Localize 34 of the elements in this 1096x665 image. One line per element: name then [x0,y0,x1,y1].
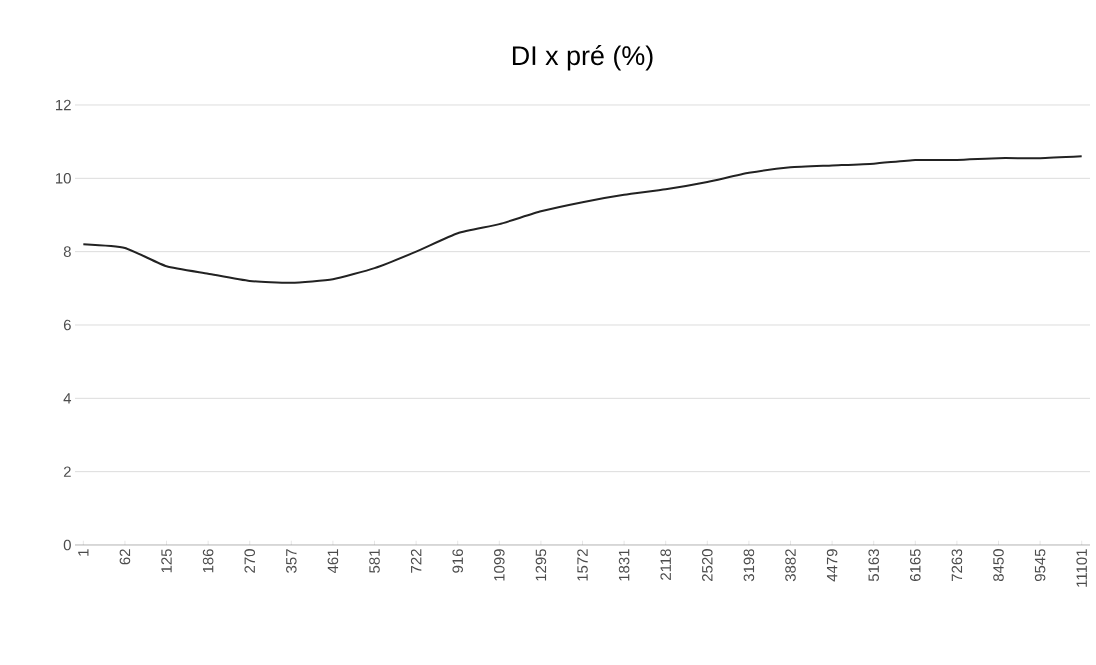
x-tick-label: 4479 [826,549,838,582]
x-tick-label: 186 [202,549,214,573]
x-tick-label: 1295 [535,549,547,581]
x-tick-label: 5163 [868,549,879,582]
x-tick-label: 357 [286,549,297,573]
x-tick-label: 2520 [702,549,713,581]
y-tick-label: 4 [63,393,72,404]
x-tick-label: 916 [452,549,463,573]
y-tick-label: 6 [63,319,71,331]
x-tick-label: 461 [327,549,339,574]
x-tick-label: 1572 [577,549,588,581]
x-tick-label: 7263 [951,549,963,581]
x-tick-label: 8450 [993,549,1004,582]
x-tick-label: 9545 [1034,549,1046,582]
x-tick-label: 1 [78,549,89,556]
y-tick-label: 10 [56,173,71,184]
y-tick-label: 12 [56,99,71,111]
x-tick-label: 2118 [660,549,671,580]
line-series [82,155,1083,284]
x-tick-label: 1099 [494,549,505,581]
chart-title: DI x pré (%) [512,45,653,71]
y-tick-label: 0 [63,539,71,551]
x-tick-label: 62 [119,549,131,565]
x-tick-label: 1831 [618,549,630,581]
x-tick-label: 6165 [910,549,921,581]
x-tick-label: 11101 [1076,549,1087,587]
x-tick-label: 270 [244,549,256,573]
y-tick-label: 8 [63,246,71,257]
x-tick-label: 3198 [743,549,755,582]
y-tick-label: 2 [63,466,71,477]
x-tick-label: 581 [369,549,380,573]
x-tick-label: 722 [410,549,422,573]
x-tick-label: 3882 [785,549,796,582]
x-tick-label: 125 [161,549,172,573]
